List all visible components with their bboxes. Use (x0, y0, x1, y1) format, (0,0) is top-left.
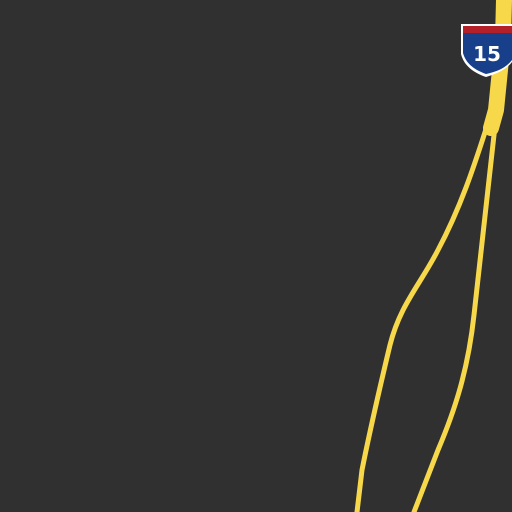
interstate-shield-icon: 15 (461, 24, 512, 77)
shield-route-number: 15 (473, 42, 501, 66)
road-branch-west (354, 123, 490, 512)
road-branch-east (411, 123, 498, 512)
